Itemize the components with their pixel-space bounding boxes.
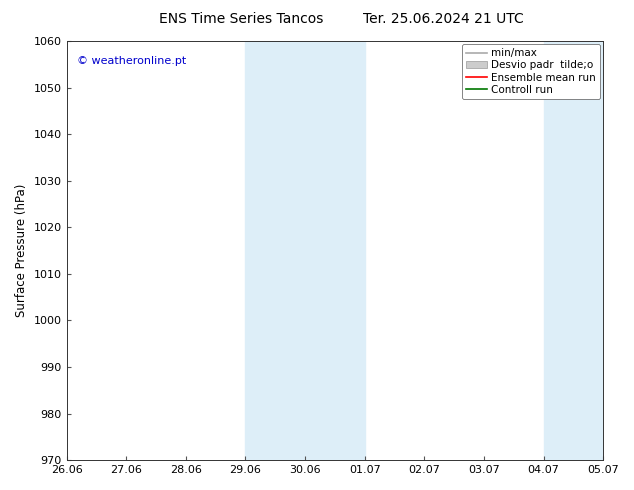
Y-axis label: Surface Pressure (hPa): Surface Pressure (hPa) — [15, 184, 28, 318]
Bar — [543, 41, 603, 460]
Legend: min/max, Desvio padr  tilde;o, Ensemble mean run, Controll run: min/max, Desvio padr tilde;o, Ensemble m… — [462, 44, 600, 99]
Text: ENS Time Series Tancos: ENS Time Series Tancos — [158, 12, 323, 26]
Bar — [245, 41, 365, 460]
Text: © weatheronline.pt: © weatheronline.pt — [77, 56, 186, 66]
Text: Ter. 25.06.2024 21 UTC: Ter. 25.06.2024 21 UTC — [363, 12, 524, 26]
